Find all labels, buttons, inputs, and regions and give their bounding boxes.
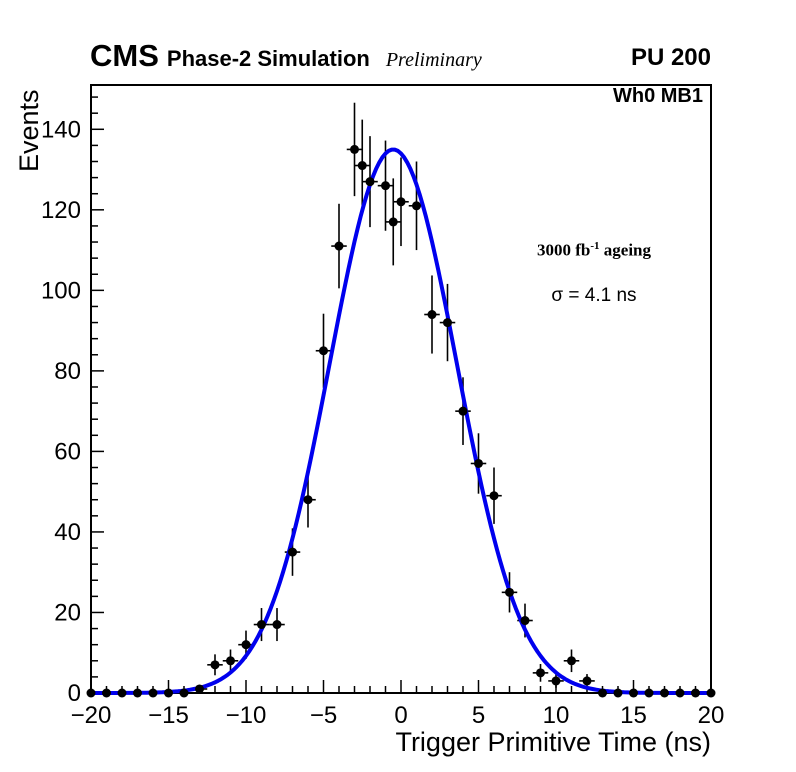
data-point <box>210 660 220 670</box>
data-point <box>706 688 716 698</box>
lumi-text: 3000 fb <box>536 240 591 260</box>
data-point <box>598 688 607 698</box>
y-tick-label: 140 <box>41 116 81 143</box>
x-tick-label: 10 <box>543 702 570 729</box>
x-tick-label: 15 <box>620 702 647 729</box>
x-tick-label: −5 <box>310 702 337 729</box>
simulation-label: Phase-2 Simulation <box>166 46 370 71</box>
data-point <box>102 688 111 698</box>
error-bars <box>91 102 711 694</box>
x-tick-label: 20 <box>698 702 725 729</box>
x-tick-label: 0 <box>394 702 407 729</box>
data-point <box>381 181 390 191</box>
data-point <box>629 688 638 698</box>
data-point <box>660 688 669 698</box>
y-tick-label: 20 <box>54 599 81 626</box>
lumi-exponent: -1 <box>590 240 600 252</box>
data-point <box>117 688 127 698</box>
data-point <box>179 688 189 698</box>
y-tick-label: 100 <box>41 277 81 304</box>
data-point <box>388 217 398 227</box>
data-point <box>458 406 468 416</box>
preliminary-label: Preliminary <box>385 49 482 71</box>
ageing-text: ageing <box>599 240 652 260</box>
data-point <box>357 161 367 171</box>
data-point <box>148 688 158 698</box>
data-point <box>133 688 142 698</box>
y-tick-label: 0 <box>68 680 81 707</box>
x-axis-title: Trigger Primitive Time (ns) <box>395 727 711 757</box>
data-point <box>319 346 328 356</box>
data-point <box>365 177 375 187</box>
data-point <box>412 201 421 211</box>
sigma-annotation: σ = 4.1 ns <box>551 285 637 306</box>
data-point <box>195 684 204 694</box>
data-point <box>164 688 173 698</box>
data-point <box>567 656 576 666</box>
data-point <box>691 688 700 698</box>
x-tick-label: −15 <box>148 702 189 729</box>
data-point <box>536 668 545 678</box>
data-point <box>427 310 437 320</box>
y-tick-label: 60 <box>54 438 81 465</box>
y-tick-label: 40 <box>54 519 81 546</box>
data-markers <box>86 144 716 698</box>
y-tick-label: 120 <box>41 197 81 224</box>
data-point <box>489 491 499 501</box>
data-point <box>582 676 592 686</box>
cms-header: CMS Phase-2 Simulation Preliminary <box>90 38 482 74</box>
fit-curve <box>91 147 711 695</box>
data-point <box>350 144 359 154</box>
data-point <box>443 318 452 328</box>
chamber-label: Wh0 MB1 <box>613 85 703 107</box>
data-point <box>505 587 514 597</box>
data-point <box>226 656 235 666</box>
data-point <box>474 458 483 468</box>
y-axis-title: Events <box>14 89 44 172</box>
data-point <box>675 688 685 698</box>
x-tick-label: −20 <box>71 702 112 729</box>
pileup-label: PU 200 <box>630 44 711 71</box>
data-point <box>257 620 266 630</box>
ageing-annotation: 3000 fb-1 ageing <box>498 240 690 261</box>
data-point <box>241 640 251 650</box>
data-point <box>613 688 623 698</box>
data-point <box>644 688 654 698</box>
x-tick-label: −10 <box>226 702 267 729</box>
data-point <box>334 241 344 251</box>
data-point <box>86 688 96 698</box>
experiment-label: CMS <box>90 38 159 73</box>
y-tick-label: 80 <box>54 358 81 385</box>
data-point <box>303 495 313 505</box>
data-point <box>288 547 297 557</box>
data-point <box>272 620 282 630</box>
data-point <box>520 616 530 626</box>
data-point <box>396 197 406 207</box>
tick-labels: −20 −15 −10 −5 0 5 10 15 20 0 20 40 60 80 100 120 140 <box>41 116 724 729</box>
x-tick-label: 5 <box>472 702 485 729</box>
data-point <box>551 676 561 686</box>
